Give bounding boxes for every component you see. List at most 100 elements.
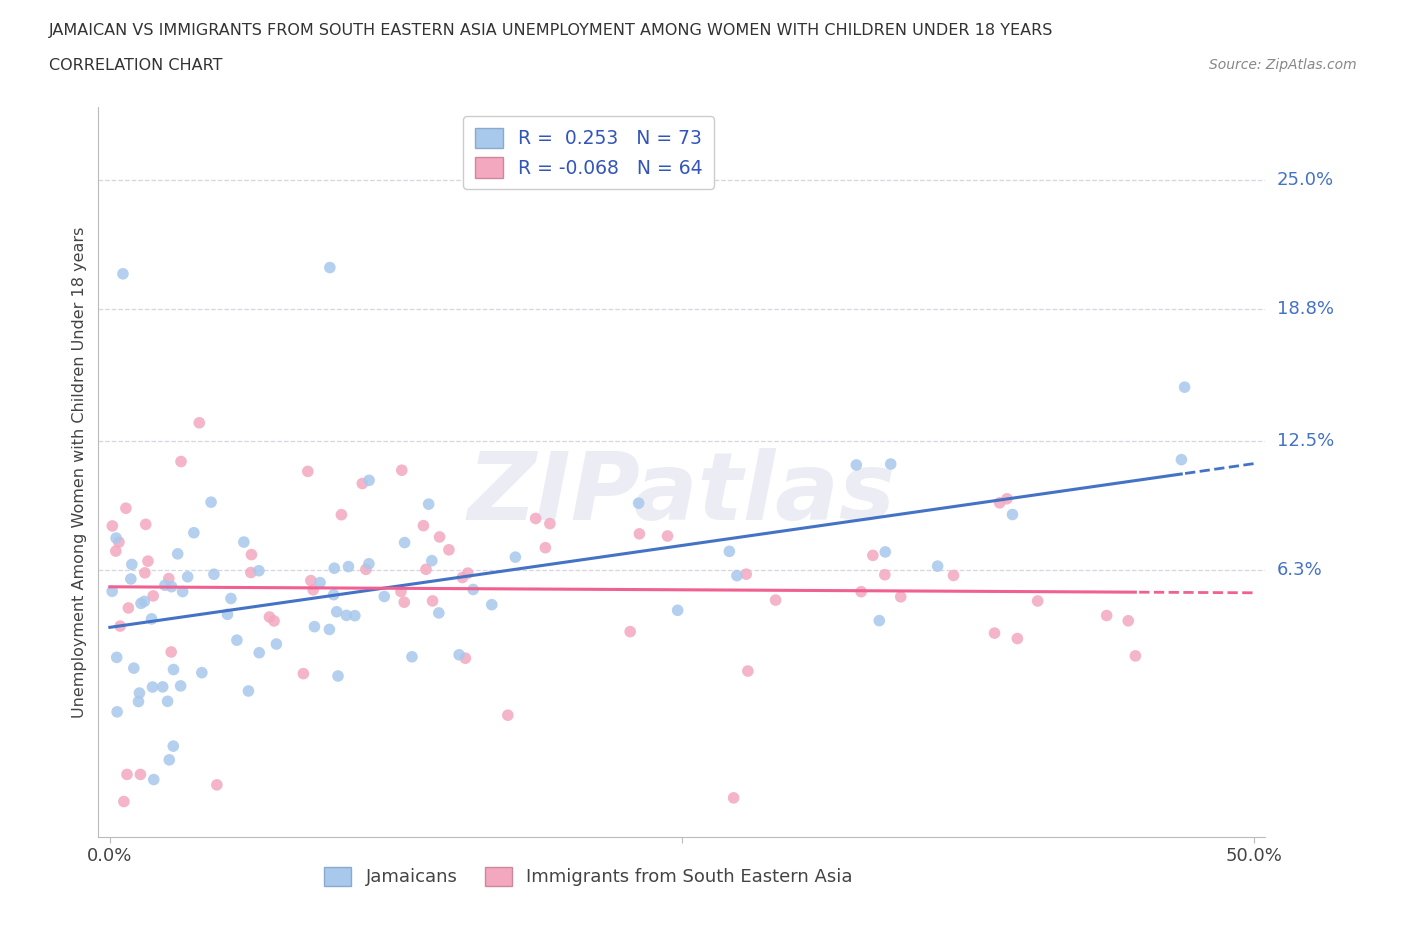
Point bbox=[121, 557, 143, 572]
Point bbox=[169, 679, 191, 694]
Point bbox=[1170, 452, 1192, 467]
Text: 6.3%: 6.3% bbox=[1277, 561, 1322, 579]
Point bbox=[205, 777, 228, 792]
Point bbox=[176, 569, 198, 584]
Point bbox=[239, 565, 262, 580]
Point bbox=[117, 601, 139, 616]
Point bbox=[142, 772, 165, 787]
Point bbox=[330, 507, 353, 522]
Point bbox=[297, 464, 319, 479]
Point bbox=[266, 637, 288, 652]
Point bbox=[412, 518, 434, 533]
Point bbox=[534, 540, 557, 555]
Point bbox=[104, 544, 127, 559]
Point bbox=[299, 573, 322, 588]
Point bbox=[166, 547, 188, 562]
Point bbox=[304, 619, 326, 634]
Point bbox=[120, 572, 142, 587]
Point bbox=[1007, 631, 1029, 646]
Point bbox=[259, 609, 281, 624]
Point bbox=[136, 553, 159, 568]
Point bbox=[108, 535, 131, 550]
Point bbox=[247, 645, 270, 660]
Point bbox=[134, 594, 156, 609]
Point bbox=[232, 535, 254, 550]
Point bbox=[657, 528, 679, 543]
Point bbox=[326, 669, 349, 684]
Point bbox=[134, 565, 156, 580]
Point bbox=[463, 582, 485, 597]
Point bbox=[496, 708, 519, 723]
Point bbox=[101, 519, 124, 534]
Point bbox=[323, 561, 346, 576]
Point bbox=[1174, 379, 1197, 394]
Point bbox=[200, 495, 222, 510]
Point bbox=[202, 566, 225, 581]
Point bbox=[394, 535, 416, 550]
Point bbox=[845, 458, 868, 472]
Point bbox=[105, 704, 128, 719]
Point bbox=[157, 752, 180, 767]
Point bbox=[457, 565, 479, 580]
Text: JAMAICAN VS IMMIGRANTS FROM SOUTH EASTERN ASIA UNEMPLOYMENT AMONG WOMEN WITH CHI: JAMAICAN VS IMMIGRANTS FROM SOUTH EASTER… bbox=[49, 23, 1053, 38]
Point bbox=[105, 650, 128, 665]
Point bbox=[127, 694, 149, 709]
Point bbox=[505, 550, 527, 565]
Point bbox=[391, 463, 413, 478]
Point bbox=[666, 603, 689, 618]
Point bbox=[141, 680, 163, 695]
Point bbox=[401, 649, 423, 664]
Point bbox=[128, 685, 150, 700]
Point bbox=[1095, 608, 1118, 623]
Point bbox=[1125, 648, 1147, 663]
Text: CORRELATION CHART: CORRELATION CHART bbox=[49, 58, 222, 73]
Point bbox=[983, 626, 1005, 641]
Point bbox=[337, 559, 360, 574]
Point bbox=[849, 584, 872, 599]
Point bbox=[627, 496, 650, 511]
Point bbox=[927, 559, 949, 574]
Point bbox=[183, 525, 205, 540]
Point bbox=[101, 584, 124, 599]
Point bbox=[322, 587, 344, 602]
Point bbox=[418, 497, 440, 512]
Point bbox=[420, 553, 443, 568]
Point bbox=[725, 568, 748, 583]
Point bbox=[737, 664, 759, 679]
Point bbox=[422, 593, 444, 608]
Point bbox=[357, 472, 380, 487]
Point bbox=[225, 632, 247, 647]
Point bbox=[873, 567, 896, 582]
Point bbox=[157, 571, 180, 586]
Point bbox=[451, 570, 474, 585]
Point bbox=[389, 584, 412, 599]
Point bbox=[170, 454, 193, 469]
Point bbox=[335, 608, 357, 623]
Text: 18.8%: 18.8% bbox=[1277, 300, 1333, 318]
Point bbox=[454, 651, 477, 666]
Point bbox=[122, 660, 145, 675]
Point bbox=[352, 476, 374, 491]
Point bbox=[538, 516, 561, 531]
Point bbox=[318, 622, 340, 637]
Point bbox=[263, 614, 285, 629]
Point bbox=[890, 590, 912, 604]
Text: ZIPatlas: ZIPatlas bbox=[468, 448, 896, 540]
Point bbox=[481, 597, 503, 612]
Point bbox=[723, 790, 745, 805]
Point bbox=[247, 564, 270, 578]
Point bbox=[343, 608, 366, 623]
Point bbox=[162, 662, 184, 677]
Point bbox=[162, 738, 184, 753]
Point bbox=[449, 647, 471, 662]
Point bbox=[217, 607, 239, 622]
Point bbox=[879, 457, 901, 472]
Point bbox=[1001, 507, 1024, 522]
Point bbox=[172, 584, 194, 599]
Point bbox=[415, 562, 437, 577]
Point bbox=[718, 544, 741, 559]
Point bbox=[868, 613, 890, 628]
Point bbox=[238, 684, 260, 698]
Point bbox=[129, 767, 152, 782]
Point bbox=[437, 542, 460, 557]
